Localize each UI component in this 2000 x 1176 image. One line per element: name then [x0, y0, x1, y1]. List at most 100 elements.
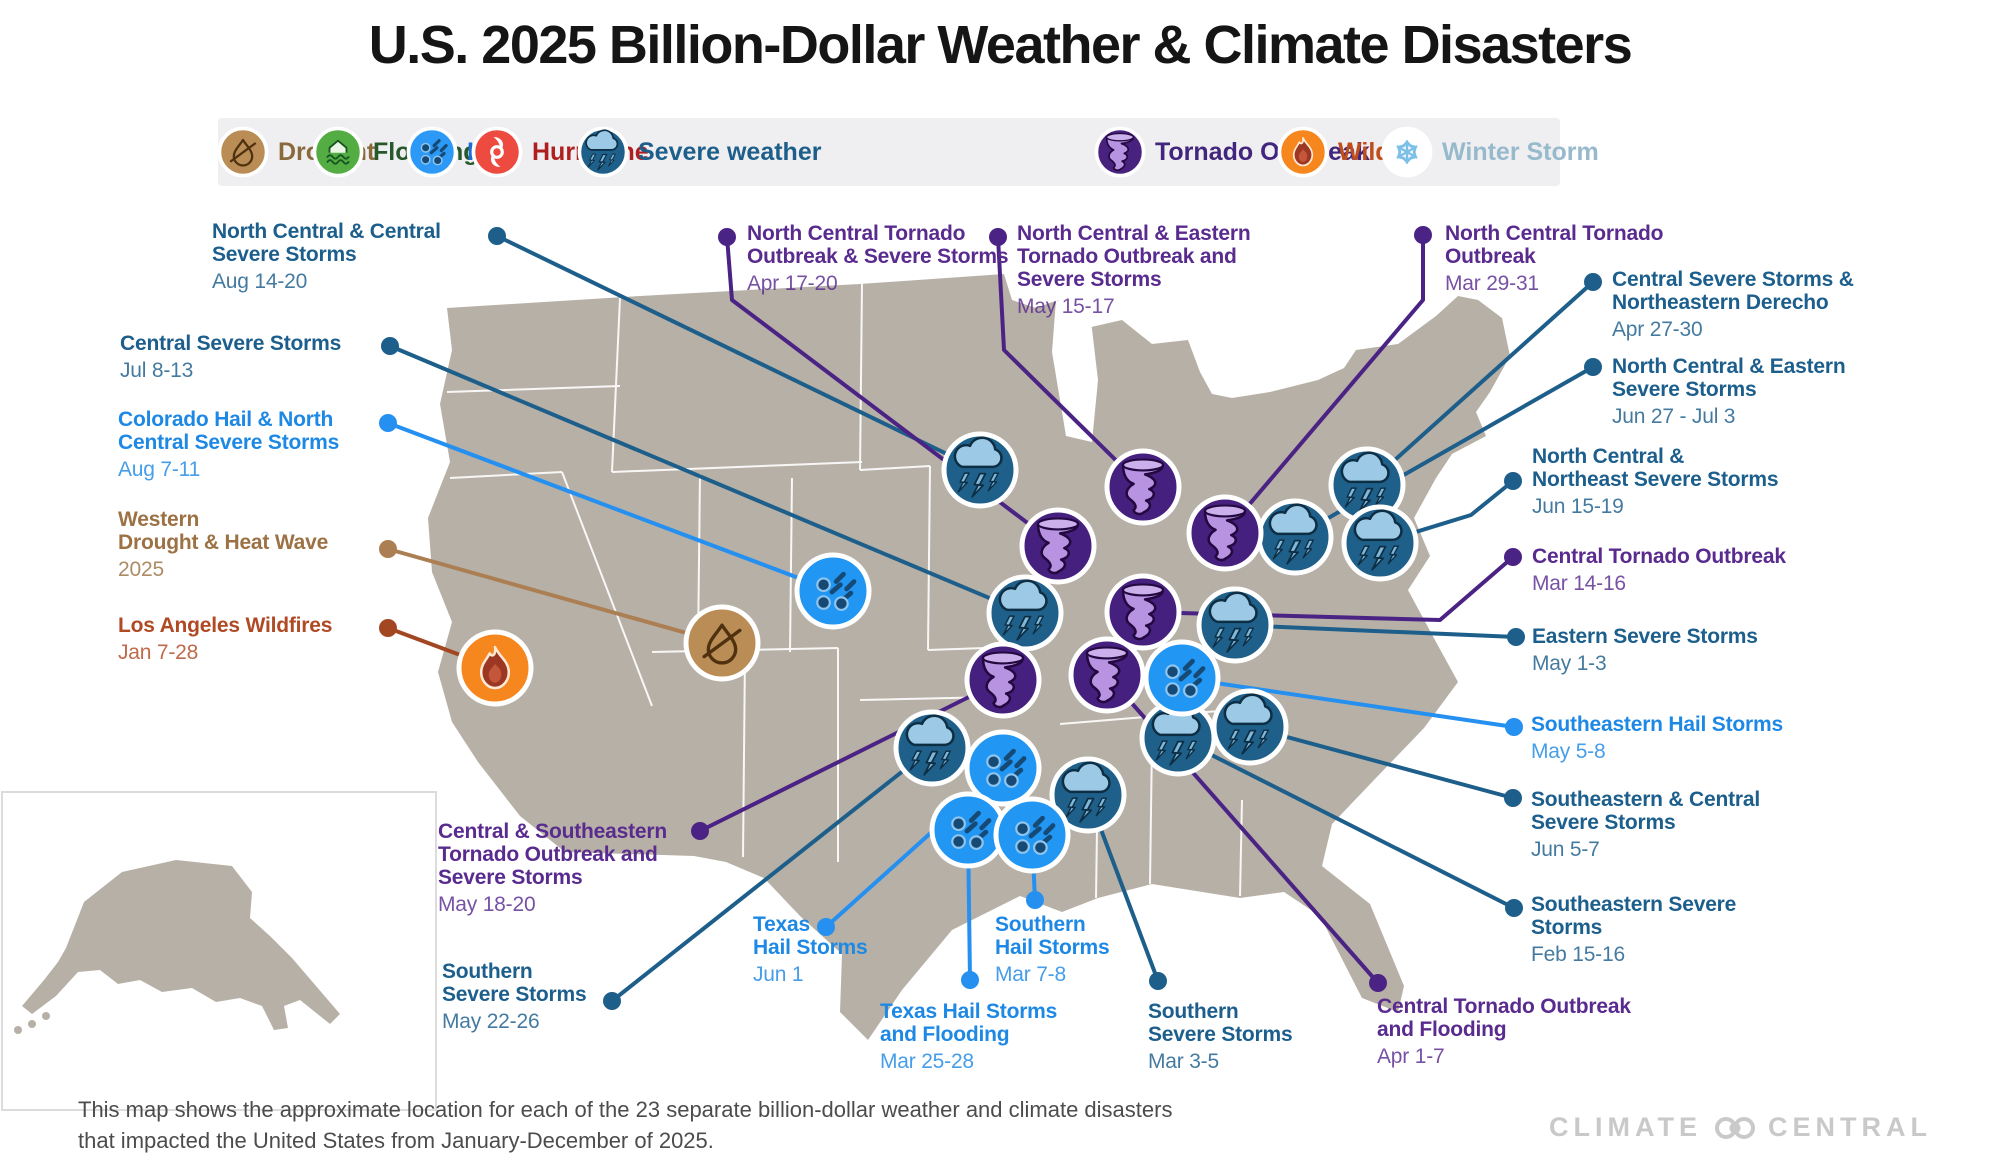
event-date: 2025 [118, 558, 164, 581]
event-title-line: Central Severe Storms [120, 332, 342, 355]
event-title-line: North Central Tornado [1445, 222, 1664, 245]
event-date: Mar 14-16 [1532, 572, 1626, 595]
event-title-line: Central Severe Storms [118, 431, 340, 454]
leader-line-north-central-central-severe-storms [496, 234, 981, 472]
event-title-line: Southern [1148, 1000, 1239, 1023]
label-eastern-severe-storms: Eastern Severe Storms May 1-3 [1532, 625, 1758, 675]
event-date: Apr 27-30 [1612, 318, 1703, 341]
hurricane-icon [471, 126, 523, 178]
event-date: May 1-3 [1532, 652, 1607, 675]
leader-dot-texas-hail-storms-flooding [961, 971, 979, 989]
label-colorado-hail-north-central-severe: Colorado Hail & North Central Severe Stor… [118, 408, 339, 481]
event-date: May 5-8 [1531, 740, 1606, 763]
leader-dot-southeastern-central-severe-storms [1504, 789, 1522, 807]
leader-dot-southeastern-severe-storms [1505, 899, 1523, 917]
event-date: Aug 14-20 [212, 270, 308, 293]
leader-dot-north-central-central-severe-storms [488, 227, 506, 245]
event-title-line: Central & Southeastern [438, 820, 667, 843]
label-north-central-tornado-outbreak: North Central Tornado Outbreak Mar 29-31 [1445, 222, 1663, 295]
hail-icon [964, 729, 1042, 807]
leader-dot-central-severe-storms-northeastern-derecho [1584, 273, 1602, 291]
footer-note: This map shows the approximate location … [78, 1094, 1172, 1156]
event-title-line: Southeastern Severe [1531, 893, 1737, 916]
label-central-severe-storms: Central Severe Storms Jul 8-13 [120, 332, 341, 382]
leader-line-colorado-hail-north-central-severe [387, 421, 834, 593]
event-title-line: Tornado Outbreak and [438, 843, 658, 866]
leader-dot-southeastern-hail-storms [1505, 718, 1523, 736]
label-southeastern-central-severe-storms: Southeastern & Central Severe Storms Jun 5… [1531, 788, 1760, 861]
severe-icon [1049, 756, 1127, 834]
label-central-tornado-outbreak-flooding: Central Tornado Outbreak and Flooding Apr … [1377, 995, 1631, 1068]
leader-dot-southern-severe-storms-mar [1149, 972, 1167, 990]
event-title-line: North Central & Central [212, 220, 441, 243]
event-title-line: Southeastern Hail Storms [1531, 713, 1783, 736]
severe-icon [1341, 504, 1419, 582]
leader-line-eastern-severe-storms [1234, 623, 1517, 639]
event-date: Mar 25-28 [880, 1050, 974, 1073]
leader-line-western-drought-heat-wave [387, 547, 723, 645]
leader-dot-north-central-eastern-severe-storms [1584, 358, 1602, 376]
leader-dot-central-severe-storms [381, 337, 399, 355]
event-date: Jul 8-13 [120, 359, 194, 382]
leader-dot-central-tornado-outbreak [1504, 548, 1522, 566]
event-date: May 15-17 [1017, 295, 1115, 318]
leader-dot-los-angeles-wildfires [379, 619, 397, 637]
label-southern-severe-storms-mar: Southern Severe Storms Mar 3-5 [1148, 1000, 1293, 1073]
drought-icon [683, 604, 761, 682]
leader-dot-north-central-tornado-outbreak-severe [718, 228, 736, 246]
event-date: Mar 7-8 [995, 963, 1066, 986]
label-western-drought-heat-wave: Western Drought & Heat Wave 2025 [118, 508, 328, 581]
event-title-line: North Central & [1532, 445, 1685, 468]
leader-dot-texas-hail-storms [817, 918, 835, 936]
event-date: May 18-20 [438, 893, 536, 916]
event-title-line: North Central & Eastern [1017, 222, 1251, 245]
tornado-icon [1068, 636, 1146, 714]
event-title-line: Storms [1531, 916, 1603, 939]
wildfire-icon [1277, 126, 1329, 178]
label-north-central-central-severe-storms: North Central & Central Severe Storms Aug … [212, 220, 441, 293]
severe-icon [986, 574, 1064, 652]
tornado-icon [964, 641, 1042, 719]
label-los-angeles-wildfires: Los Angeles Wildfires Jan 7-28 [118, 614, 332, 664]
event-icons-layer [456, 431, 1419, 874]
leader-line-southeastern-hail-storms [1181, 676, 1515, 729]
event-title-line: Southern [442, 960, 533, 983]
leader-dot-eastern-severe-storms [1507, 628, 1525, 646]
label-central-tornado-outbreak: Central Tornado Outbreak Mar 14-16 [1532, 545, 1786, 595]
event-title-line: Texas [753, 913, 810, 936]
leader-line-southern-severe-storms-may [610, 746, 934, 1003]
legend-label: Severe weather [638, 137, 822, 166]
leader-dot-western-drought-heat-wave [379, 540, 397, 558]
event-title-line: North Central & Eastern [1612, 355, 1846, 378]
event-title-line: Outbreak & Severe Storms [747, 245, 1009, 268]
leader-line-southeastern-severe-storms [1177, 736, 1515, 910]
leader-dot-southern-severe-storms-may [603, 992, 621, 1010]
event-title-line: Colorado Hail & North [118, 408, 334, 431]
label-north-central-eastern-tornado-severe: North Central & Eastern Tornado Outbreak … [1017, 222, 1251, 318]
event-title-line: Central Tornado Outbreak [1377, 995, 1631, 1018]
event-title-line: Central Severe Storms & [1612, 268, 1854, 291]
leader-dot-southern-hail-storms [1026, 891, 1044, 909]
event-title-line: North Central Tornado [747, 222, 966, 245]
leader-dot-north-central-tornado-outbreak [1414, 226, 1432, 244]
wildfire-icon [456, 629, 534, 707]
logo-text-left: CLIMATE [1549, 1112, 1702, 1142]
leader-dot-central-southeastern-tornado-severe [691, 822, 709, 840]
label-southeastern-hail-storms: Southeastern Hail Storms May 5-8 [1531, 713, 1783, 763]
label-southern-severe-storms-may: Southern Severe Storms May 22-26 [442, 960, 587, 1033]
label-central-severe-storms-northeastern-derecho: Central Severe Storms & Northeastern Dere… [1612, 268, 1854, 341]
event-date: Apr 17-20 [747, 272, 838, 295]
leader-line-north-central-tornado-outbreak [1223, 235, 1425, 535]
event-title-line: Western [118, 508, 200, 531]
label-southern-hail-storms: Southern Hail Storms Mar 7-8 [995, 913, 1110, 986]
event-date: May 22-26 [442, 1010, 540, 1033]
event-title-line: Outbreak [1445, 245, 1536, 268]
severe-icon [1196, 586, 1274, 664]
event-title-line: Northeastern Derecho [1612, 291, 1829, 314]
hail-icon [406, 126, 458, 178]
tornado-icon [1104, 448, 1182, 526]
event-date: Jun 5-7 [1531, 838, 1600, 861]
event-title-line: Drought & Heat Wave [118, 531, 329, 554]
leader-dot-north-central-eastern-tornado-severe [989, 228, 1007, 246]
